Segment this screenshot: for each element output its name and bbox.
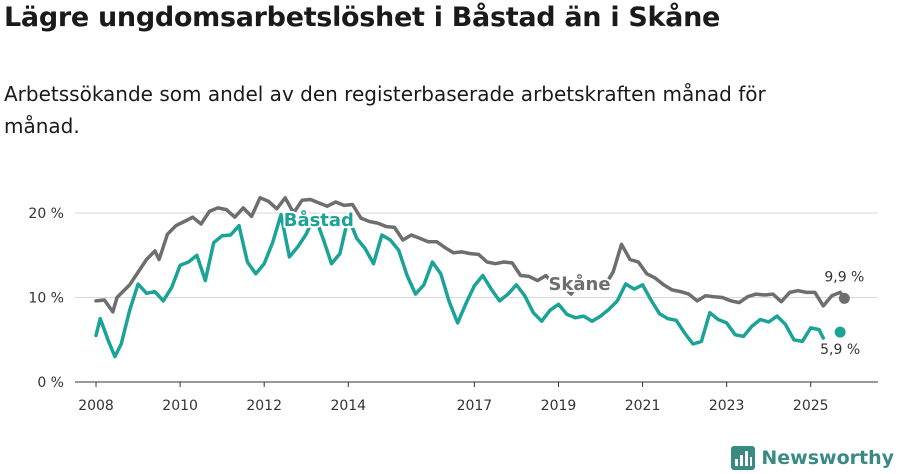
brand-name: Newsworthy xyxy=(761,447,894,469)
brand: Newsworthy xyxy=(731,446,894,470)
x-tick-label: 2008 xyxy=(78,398,114,414)
newsworthy-logo-icon xyxy=(731,446,756,470)
series-label-skane: Skåne xyxy=(548,273,610,295)
end-value-label-skane: 9,9 % xyxy=(824,269,864,285)
y-tick-label: 20 % xyxy=(28,206,64,222)
x-tick-label: 2023 xyxy=(709,398,745,414)
x-tick-label: 2010 xyxy=(162,398,198,414)
series-label-bastad: Båstad xyxy=(284,209,354,231)
y-tick-label: 10 % xyxy=(28,291,64,307)
x-tick-label: 2021 xyxy=(625,398,661,414)
y-tick-label: 0 % xyxy=(37,375,64,391)
series-end-point xyxy=(838,292,850,304)
x-tick-label: 2025 xyxy=(793,398,829,414)
x-tick-label: 2019 xyxy=(541,398,577,414)
series-end-point xyxy=(834,326,846,338)
series-line-sk-ne xyxy=(94,196,847,314)
x-tick-label: 2017 xyxy=(457,398,493,414)
chart-title: Lägre ungdomsarbetslöshet i Båstad än i … xyxy=(4,2,721,33)
series-line-b-stad xyxy=(96,215,840,357)
x-tick-label: 2014 xyxy=(330,398,366,414)
x-tick-label: 2012 xyxy=(246,398,282,414)
chart-subtitle: Arbetssökande som andel av den registerb… xyxy=(4,82,766,138)
end-value-label-bastad: 5,9 % xyxy=(820,342,860,358)
